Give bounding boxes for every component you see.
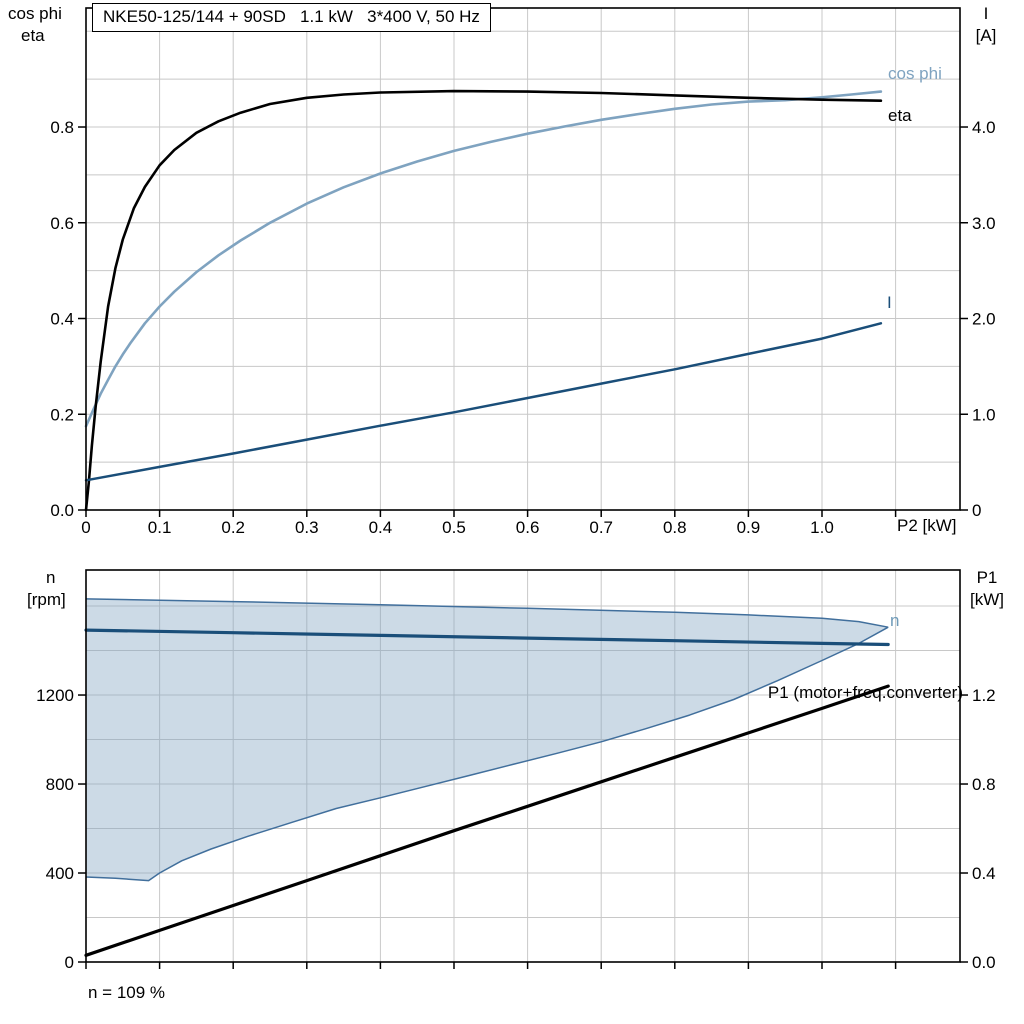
y-left-tick-label: 0.0 <box>50 501 74 520</box>
y-left-tick-label: 400 <box>46 864 74 883</box>
y-right-tick-label: 4.0 <box>972 118 996 137</box>
y-left-tick-label: 0.2 <box>50 405 74 424</box>
bottom-left-axis-title-n: n <box>46 568 56 587</box>
y-left-tick-label: 800 <box>46 775 74 794</box>
y-left-tick-label: 0.6 <box>50 214 74 233</box>
speed-band-fill <box>86 598 889 881</box>
speed-curve <box>84 628 890 647</box>
p1-curve-label: P1 (motor+freq.converter) <box>767 683 963 702</box>
top-chart: 0 0.1 0.2 0.3 0.4 0.5 0.6 0.7 0.8 0.9 1.0 0.0 0.2 0.4… <box>50 7 996 537</box>
y-left-tick-label: 0.8 <box>50 118 74 137</box>
y-right-tick-label: 0 <box>972 501 981 520</box>
y-left-tick-label: 1200 <box>36 686 74 705</box>
y-right-tick-label: 0.4 <box>972 864 996 883</box>
x-tick-label: 0 <box>81 518 90 537</box>
x-tick-label: 0.1 <box>148 518 172 537</box>
x-tick-label: 1.0 <box>810 518 834 537</box>
y-right-tick-label: 0.0 <box>972 953 996 972</box>
x-tick-label: 0.4 <box>369 518 393 537</box>
axis-tick-labels: 0 0.1 0.2 0.3 0.4 0.5 0.6 0.7 0.8 0.9 1.0 0.0 0.2 0.4… <box>50 118 995 537</box>
eta-curve <box>84 89 883 512</box>
cos-phi-curve <box>84 90 883 428</box>
axis-ticks <box>78 126 968 517</box>
current-curve-label: I <box>887 293 892 312</box>
bottom-right-axis-unit-kw: [kW] <box>970 590 1004 609</box>
eta-curve-label: eta <box>888 106 912 125</box>
cos-phi-curve-label: cos phi <box>888 64 942 83</box>
y-right-tick-label: 1.2 <box>972 686 996 705</box>
speed-curve-label: n <box>890 611 900 630</box>
x-tick-label: 0.9 <box>737 518 761 537</box>
current-curve <box>84 322 883 482</box>
x-axis-title: P2 [kW] <box>897 516 957 535</box>
bottom-left-axis-unit-rpm: [rpm] <box>27 590 66 609</box>
x-tick-label: 0.7 <box>589 518 613 537</box>
top-left-axis-title-cos-phi: cos phi <box>8 4 62 23</box>
speed-band-upper-edge <box>85 598 889 628</box>
p1-curve <box>84 684 890 957</box>
top-right-axis-unit-amps: [A] <box>975 26 997 45</box>
x-tick-label: 0.6 <box>516 518 540 537</box>
bottom-chart: 0 400 800 1200 0.0 0.4 0.8 1.2 <box>36 569 996 972</box>
speed-percentage-footnote: n = 109 % <box>88 983 166 1002</box>
x-tick-label: 0.8 <box>663 518 687 537</box>
y-right-tick-label: 3.0 <box>972 214 996 233</box>
x-tick-label: 0.2 <box>221 518 245 537</box>
y-left-tick-label: 0.4 <box>50 310 74 329</box>
x-tick-label: 0.3 <box>295 518 319 537</box>
top-right-axis-title-current: I <box>983 4 989 23</box>
bottom-right-axis-title-p1: P1 <box>976 568 998 587</box>
axis-ticks <box>78 694 968 969</box>
grid-lines <box>86 8 960 510</box>
bottom-plot-frame <box>85 569 961 963</box>
y-right-tick-label: 1.0 <box>972 405 996 424</box>
top-left-axis-title-eta: eta <box>21 26 45 45</box>
chart-title: NKE50-125/144 + 90SD 1.1 kW 3*400 V, 50 … <box>92 3 491 32</box>
y-left-tick-label: 0 <box>65 953 74 972</box>
x-tick-label: 0.5 <box>442 518 466 537</box>
top-plot-frame <box>85 7 961 511</box>
axis-tick-labels: 0 400 800 1200 0.0 0.4 0.8 1.2 <box>36 686 995 972</box>
speed-band-lower-edge <box>85 626 889 882</box>
y-right-tick-label: 2.0 <box>972 310 996 329</box>
y-right-tick-label: 0.8 <box>972 775 996 794</box>
